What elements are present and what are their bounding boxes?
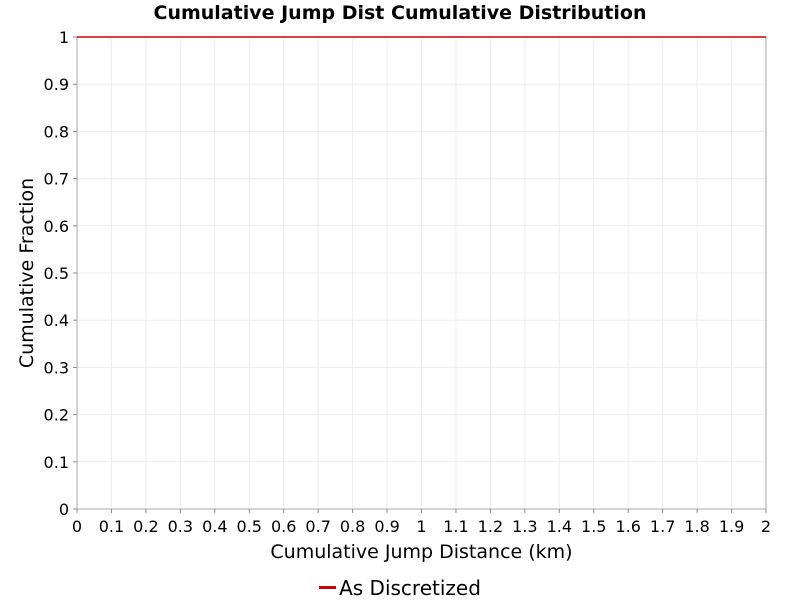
x-tick-label: 0.9 [374, 517, 399, 536]
chart-title: Cumulative Jump Dist Cumulative Distribu… [153, 2, 647, 24]
x-tick-label: 1.3 [512, 517, 537, 536]
legend-item-as-discretized: As Discretized [319, 574, 481, 602]
x-tick-label: 1 [416, 517, 426, 536]
legend-label: As Discretized [339, 575, 481, 600]
x-tick-label: 0.1 [99, 517, 124, 536]
x-tick-label: 1.6 [615, 517, 640, 536]
y-axis-label: Cumulative Fraction [16, 178, 38, 368]
x-tick-label: 0.5 [237, 517, 262, 536]
y-tick-label: 1 [59, 28, 69, 47]
x-tick-label: 1.9 [719, 517, 744, 536]
legend-swatch [319, 586, 337, 589]
x-tick-label: 1.5 [581, 517, 606, 536]
x-tick-label: 0.2 [133, 517, 158, 536]
y-tick-label: 0.3 [44, 358, 69, 377]
y-tick-label: 0.7 [44, 170, 69, 189]
y-tick-label: 0.1 [44, 453, 69, 472]
x-tick-label: 0.6 [271, 517, 296, 536]
y-tick-label: 0.8 [44, 122, 69, 141]
y-tick-label: 0.4 [44, 311, 69, 330]
x-tick-label: 1.4 [547, 517, 572, 536]
x-tick-label: 1.2 [478, 517, 503, 536]
y-tick-label: 0.9 [44, 75, 69, 94]
y-tick-label: 0.6 [44, 217, 69, 236]
x-tick-label: 1.1 [443, 517, 468, 536]
y-tick-label: 0 [59, 500, 69, 519]
x-tick-label: 0 [72, 517, 82, 536]
x-tick-label: 2 [761, 517, 771, 536]
x-tick-label: 0.7 [305, 517, 330, 536]
y-tick-label: 0.2 [44, 406, 69, 425]
legend: As Discretized [0, 568, 800, 602]
x-tick-label: 1.7 [650, 517, 675, 536]
x-tick-label: 0.3 [168, 517, 193, 536]
x-axis-label: Cumulative Jump Distance (km) [270, 541, 572, 563]
x-tick-label: 0.4 [202, 517, 227, 536]
x-tick-label: 0.8 [340, 517, 365, 536]
x-tick-label: 1.8 [684, 517, 709, 536]
y-tick-label: 0.5 [44, 264, 69, 283]
